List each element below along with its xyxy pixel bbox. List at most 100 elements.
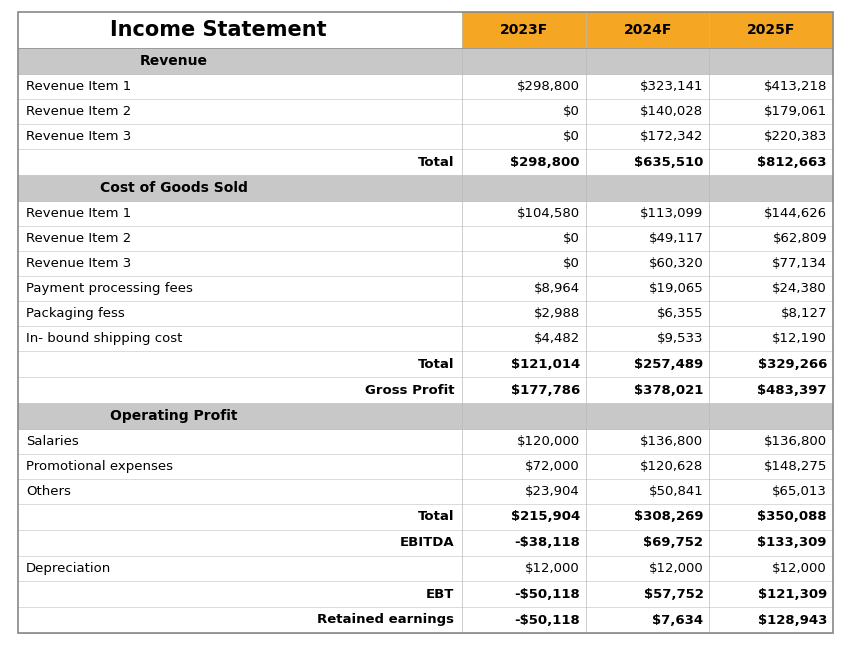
Bar xyxy=(18,556,833,581)
Text: $136,800: $136,800 xyxy=(764,435,827,448)
Text: Total: Total xyxy=(418,155,454,169)
Bar xyxy=(462,12,585,48)
Text: Cost of Goods Sold: Cost of Goods Sold xyxy=(100,181,248,195)
Text: 2025F: 2025F xyxy=(747,23,796,37)
Bar xyxy=(18,74,833,99)
Bar xyxy=(18,479,833,504)
Text: -$50,118: -$50,118 xyxy=(514,614,580,627)
Text: Total: Total xyxy=(418,357,454,371)
Text: $19,065: $19,065 xyxy=(648,282,704,295)
Text: $12,190: $12,190 xyxy=(772,332,827,345)
Text: $148,275: $148,275 xyxy=(763,460,827,473)
Text: $215,904: $215,904 xyxy=(511,511,580,523)
Text: $12,000: $12,000 xyxy=(772,562,827,575)
Bar xyxy=(18,377,833,403)
Text: $298,800: $298,800 xyxy=(517,80,580,93)
Text: $23,904: $23,904 xyxy=(525,485,580,498)
Text: $72,000: $72,000 xyxy=(525,460,580,473)
Text: Gross Profit: Gross Profit xyxy=(365,384,454,396)
Bar xyxy=(18,581,833,607)
Text: $0: $0 xyxy=(563,105,580,118)
Text: EBT: EBT xyxy=(426,588,454,600)
Text: $77,134: $77,134 xyxy=(772,257,827,270)
Text: Revenue Item 3: Revenue Item 3 xyxy=(26,130,131,143)
Bar xyxy=(18,454,833,479)
Text: Promotional expenses: Promotional expenses xyxy=(26,460,173,473)
Text: $121,014: $121,014 xyxy=(511,357,580,371)
Text: $120,000: $120,000 xyxy=(517,435,580,448)
Text: $9,533: $9,533 xyxy=(657,332,704,345)
Text: $6,355: $6,355 xyxy=(657,307,704,320)
Bar xyxy=(18,276,833,301)
Text: Payment processing fees: Payment processing fees xyxy=(26,282,193,295)
Text: $113,099: $113,099 xyxy=(640,207,704,220)
Text: $133,309: $133,309 xyxy=(757,537,827,550)
Text: $57,752: $57,752 xyxy=(643,588,704,600)
Bar xyxy=(18,607,833,633)
Text: Revenue Item 3: Revenue Item 3 xyxy=(26,257,131,270)
Text: $257,489: $257,489 xyxy=(634,357,704,371)
Text: Revenue Item 2: Revenue Item 2 xyxy=(26,105,131,118)
Text: $0: $0 xyxy=(563,232,580,245)
Text: $24,380: $24,380 xyxy=(772,282,827,295)
Text: Income Statement: Income Statement xyxy=(110,20,326,40)
Text: $12,000: $12,000 xyxy=(525,562,580,575)
Text: $62,809: $62,809 xyxy=(773,232,827,245)
Text: Operating Profit: Operating Profit xyxy=(110,409,237,423)
Text: EBITDA: EBITDA xyxy=(400,537,454,550)
Bar xyxy=(18,403,833,429)
Text: Revenue: Revenue xyxy=(140,54,208,68)
Bar xyxy=(18,48,833,74)
Text: Revenue Item 2: Revenue Item 2 xyxy=(26,232,131,245)
Text: $0: $0 xyxy=(563,130,580,143)
Bar xyxy=(710,12,833,48)
Text: $298,800: $298,800 xyxy=(511,155,580,169)
Text: $144,626: $144,626 xyxy=(764,207,827,220)
Text: $220,383: $220,383 xyxy=(763,130,827,143)
Bar xyxy=(18,251,833,276)
Text: $12,000: $12,000 xyxy=(648,562,704,575)
Text: $60,320: $60,320 xyxy=(648,257,704,270)
Text: $179,061: $179,061 xyxy=(763,105,827,118)
Text: $2,988: $2,988 xyxy=(534,307,580,320)
Text: $413,218: $413,218 xyxy=(763,80,827,93)
Text: $65,013: $65,013 xyxy=(772,485,827,498)
Text: $8,964: $8,964 xyxy=(534,282,580,295)
Text: $50,841: $50,841 xyxy=(648,485,704,498)
Bar xyxy=(18,124,833,149)
Text: 2024F: 2024F xyxy=(624,23,671,37)
Text: $0: $0 xyxy=(563,257,580,270)
Text: -$50,118: -$50,118 xyxy=(514,588,580,600)
Text: Retained earnings: Retained earnings xyxy=(317,614,454,627)
Text: Others: Others xyxy=(26,485,71,498)
Bar xyxy=(18,429,833,454)
Text: $483,397: $483,397 xyxy=(757,384,827,396)
Text: $69,752: $69,752 xyxy=(643,537,704,550)
Text: $120,628: $120,628 xyxy=(640,460,704,473)
Text: $378,021: $378,021 xyxy=(634,384,704,396)
Text: $7,634: $7,634 xyxy=(652,614,704,627)
Text: $308,269: $308,269 xyxy=(634,511,704,523)
Text: In- bound shipping cost: In- bound shipping cost xyxy=(26,332,182,345)
Bar xyxy=(18,301,833,326)
Text: 2023F: 2023F xyxy=(500,23,548,37)
Text: Revenue Item 1: Revenue Item 1 xyxy=(26,80,131,93)
Text: $4,482: $4,482 xyxy=(534,332,580,345)
Text: $49,117: $49,117 xyxy=(648,232,704,245)
Bar xyxy=(18,149,833,175)
Text: Packaging fess: Packaging fess xyxy=(26,307,125,320)
Text: $136,800: $136,800 xyxy=(640,435,704,448)
Bar xyxy=(18,504,833,530)
Bar xyxy=(18,351,833,377)
Text: $8,127: $8,127 xyxy=(780,307,827,320)
Bar xyxy=(18,12,462,48)
Text: $329,266: $329,266 xyxy=(757,357,827,371)
Text: $121,309: $121,309 xyxy=(757,588,827,600)
Text: $350,088: $350,088 xyxy=(757,511,827,523)
Text: $104,580: $104,580 xyxy=(517,207,580,220)
Bar xyxy=(18,175,833,201)
Text: Total: Total xyxy=(418,511,454,523)
Bar xyxy=(18,99,833,124)
Bar xyxy=(18,201,833,226)
Text: Salaries: Salaries xyxy=(26,435,79,448)
